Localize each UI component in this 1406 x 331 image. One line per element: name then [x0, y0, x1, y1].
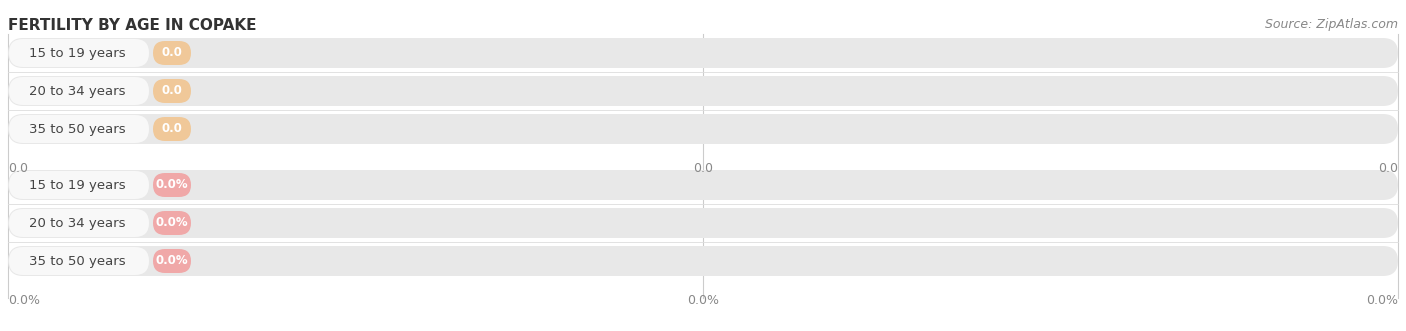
FancyBboxPatch shape [153, 117, 191, 141]
Text: 0.0: 0.0 [162, 122, 183, 135]
Text: 0.0: 0.0 [693, 162, 713, 175]
Text: 0.0%: 0.0% [1367, 294, 1398, 307]
FancyBboxPatch shape [153, 173, 191, 197]
Text: FERTILITY BY AGE IN COPAKE: FERTILITY BY AGE IN COPAKE [8, 18, 256, 33]
FancyBboxPatch shape [8, 115, 149, 143]
Text: 15 to 19 years: 15 to 19 years [30, 46, 125, 60]
Text: 0.0: 0.0 [162, 84, 183, 98]
FancyBboxPatch shape [8, 38, 1398, 68]
FancyBboxPatch shape [8, 246, 1398, 276]
Text: Source: ZipAtlas.com: Source: ZipAtlas.com [1265, 18, 1398, 31]
FancyBboxPatch shape [153, 79, 191, 103]
Text: 0.0: 0.0 [162, 46, 183, 60]
Text: 15 to 19 years: 15 to 19 years [30, 178, 125, 192]
FancyBboxPatch shape [153, 249, 191, 273]
Text: 35 to 50 years: 35 to 50 years [30, 255, 125, 267]
Text: 0.0%: 0.0% [688, 294, 718, 307]
Text: 20 to 34 years: 20 to 34 years [30, 216, 125, 229]
FancyBboxPatch shape [8, 39, 149, 67]
FancyBboxPatch shape [8, 114, 1398, 144]
FancyBboxPatch shape [8, 208, 1398, 238]
Text: 0.0%: 0.0% [156, 255, 188, 267]
Text: 0.0: 0.0 [8, 162, 28, 175]
FancyBboxPatch shape [8, 209, 149, 237]
Text: 0.0%: 0.0% [8, 294, 39, 307]
FancyBboxPatch shape [8, 170, 1398, 200]
Text: 0.0%: 0.0% [156, 216, 188, 229]
Text: 35 to 50 years: 35 to 50 years [30, 122, 125, 135]
FancyBboxPatch shape [153, 41, 191, 65]
Text: 0.0%: 0.0% [156, 178, 188, 192]
FancyBboxPatch shape [8, 171, 149, 199]
Text: 0.0: 0.0 [1378, 162, 1398, 175]
FancyBboxPatch shape [8, 76, 1398, 106]
Text: 20 to 34 years: 20 to 34 years [30, 84, 125, 98]
FancyBboxPatch shape [8, 247, 149, 275]
FancyBboxPatch shape [8, 77, 149, 105]
FancyBboxPatch shape [153, 211, 191, 235]
